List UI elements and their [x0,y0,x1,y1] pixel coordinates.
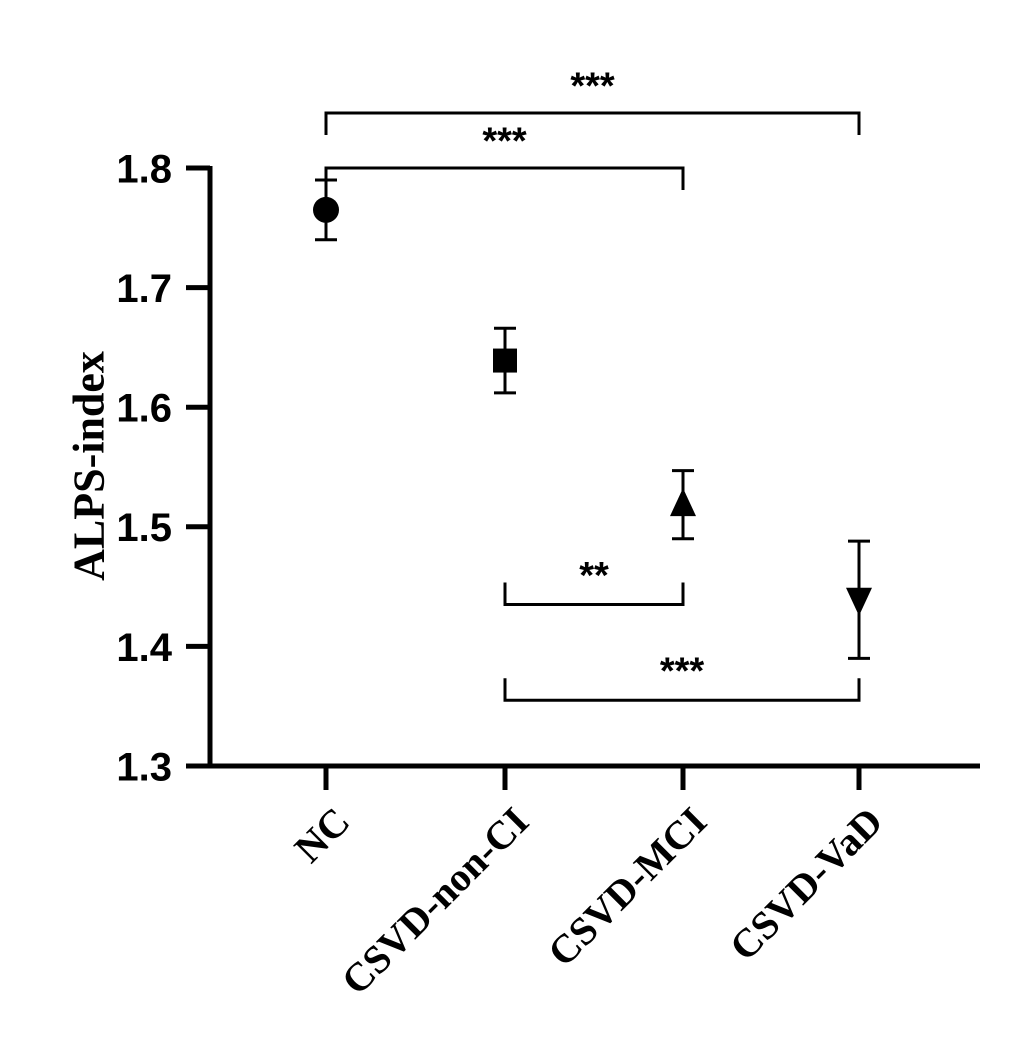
x-category-label: CSVD-non-CI [333,798,538,1003]
significance-bracket [324,166,685,190]
data-points-group [313,178,872,660]
data-point-triangle-down [846,587,872,616]
y-tick-label: 1.8 [116,147,172,191]
significance-brackets-group: *********** [324,65,861,702]
x-category-label: NC [286,798,359,871]
y-tick-label: 1.6 [116,387,172,431]
significance-label: *** [570,65,615,107]
significance-bracket [503,582,685,607]
x-category-label: CSVD-MCI [539,798,715,974]
data-point-square [493,348,517,373]
significance-bracket [324,111,861,135]
y-tick-label: 1.5 [116,506,172,550]
y-tick-label: 1.4 [116,626,172,670]
x-category-label: CSVD-VaD [721,798,892,969]
data-point-circle [313,196,339,223]
data-point-triangle-up [670,488,696,517]
y-ticks-group: 1.3 1.4 1.5 1.6 1.7 1.8 [116,147,210,789]
significance-label: ** [579,555,609,597]
y-tick-label: 1.7 [116,267,172,311]
significance-bracket [503,678,861,702]
y-axis-title: ALPS-index [64,351,113,581]
axes-group [207,166,980,769]
significance-label: *** [482,120,527,162]
y-tick-label: 1.3 [116,745,172,789]
significance-label: *** [660,651,705,693]
